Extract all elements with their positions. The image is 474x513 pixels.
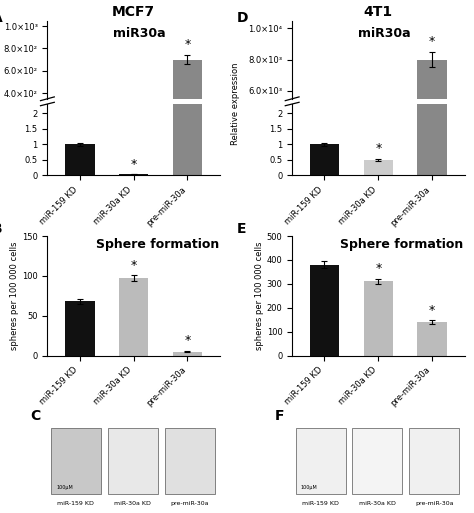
Text: *: * xyxy=(429,35,435,48)
Text: *: * xyxy=(130,157,137,171)
Title: 4T1: 4T1 xyxy=(364,5,393,19)
Y-axis label: spheres per 100 000 cells: spheres per 100 000 cells xyxy=(255,242,264,350)
Text: *: * xyxy=(429,304,435,317)
Bar xyxy=(418,322,447,356)
Text: *: * xyxy=(375,142,382,155)
Text: miR30a: miR30a xyxy=(113,27,165,40)
Text: *: * xyxy=(184,334,191,347)
Bar xyxy=(119,278,148,356)
Text: E: E xyxy=(237,222,246,236)
FancyBboxPatch shape xyxy=(164,428,215,494)
Y-axis label: spheres per 100 000 cells: spheres per 100 000 cells xyxy=(10,242,19,350)
Text: pre-miR-30a: pre-miR-30a xyxy=(170,501,209,505)
Title: MCF7: MCF7 xyxy=(112,5,155,19)
Text: pre-miR-30a: pre-miR-30a xyxy=(415,501,454,505)
Text: *: * xyxy=(375,262,382,275)
Text: B: B xyxy=(0,222,3,236)
Text: A: A xyxy=(0,11,3,25)
Text: miR-30a KD: miR-30a KD xyxy=(359,501,396,505)
Text: miR30a: miR30a xyxy=(358,27,410,40)
Bar xyxy=(65,144,94,175)
FancyBboxPatch shape xyxy=(410,428,459,494)
Bar xyxy=(65,302,94,356)
Y-axis label: Relative expression: Relative expression xyxy=(231,63,240,145)
Text: 100µM: 100µM xyxy=(301,485,318,489)
Bar xyxy=(173,60,202,138)
Bar xyxy=(310,144,339,175)
Text: C: C xyxy=(30,409,40,423)
Text: miR-30a KD: miR-30a KD xyxy=(114,501,151,505)
Bar xyxy=(173,351,202,356)
Text: 100µM: 100µM xyxy=(56,485,73,489)
Bar xyxy=(310,265,339,356)
FancyBboxPatch shape xyxy=(51,428,101,494)
Bar xyxy=(173,0,202,175)
Text: *: * xyxy=(184,38,191,51)
Text: Sphere formation: Sphere formation xyxy=(96,239,219,251)
Bar xyxy=(364,160,393,175)
FancyBboxPatch shape xyxy=(108,428,158,494)
Bar xyxy=(364,282,393,356)
Text: miR-159 KD: miR-159 KD xyxy=(302,501,339,505)
Bar xyxy=(418,0,447,175)
Text: Sphere formation: Sphere formation xyxy=(340,239,464,251)
Text: miR-159 KD: miR-159 KD xyxy=(57,501,94,505)
Text: F: F xyxy=(275,409,284,423)
FancyBboxPatch shape xyxy=(296,428,346,494)
Text: *: * xyxy=(130,259,137,271)
Bar xyxy=(119,174,148,175)
Text: D: D xyxy=(237,11,248,25)
Bar xyxy=(418,60,447,185)
FancyBboxPatch shape xyxy=(353,428,402,494)
